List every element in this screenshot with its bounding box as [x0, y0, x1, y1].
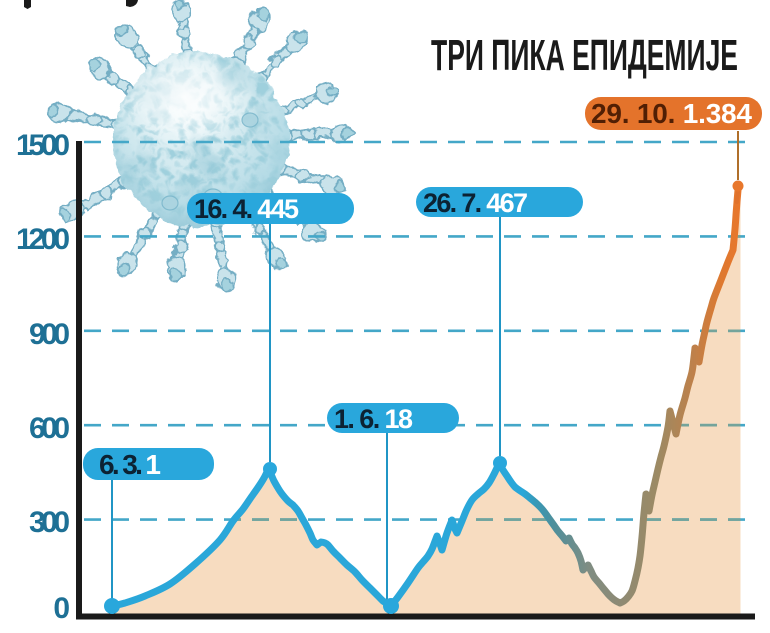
svg-text:ТРИ ПИКА ЕПИДЕМИЈЕ: ТРИ ПИКА ЕПИДЕМИЈЕ [431, 31, 738, 80]
svg-text:1200: 1200 [16, 223, 70, 256]
svg-text:1. 6. 18: 1. 6. 18 [334, 404, 413, 434]
svg-text:16. 4. 445: 16. 4. 445 [194, 194, 299, 224]
svg-text:600: 600 [29, 412, 70, 445]
svg-text:300: 300 [29, 506, 70, 539]
svg-text:900: 900 [29, 318, 70, 351]
svg-text:0: 0 [53, 592, 70, 625]
svg-text:26. 7. 467: 26. 7. 467 [423, 188, 528, 218]
svg-text:6. 3. 1: 6. 3. 1 [99, 449, 161, 480]
svg-text:1500: 1500 [16, 129, 70, 162]
svg-text:29. 10. 1.384: 29. 10. 1.384 [591, 98, 752, 129]
